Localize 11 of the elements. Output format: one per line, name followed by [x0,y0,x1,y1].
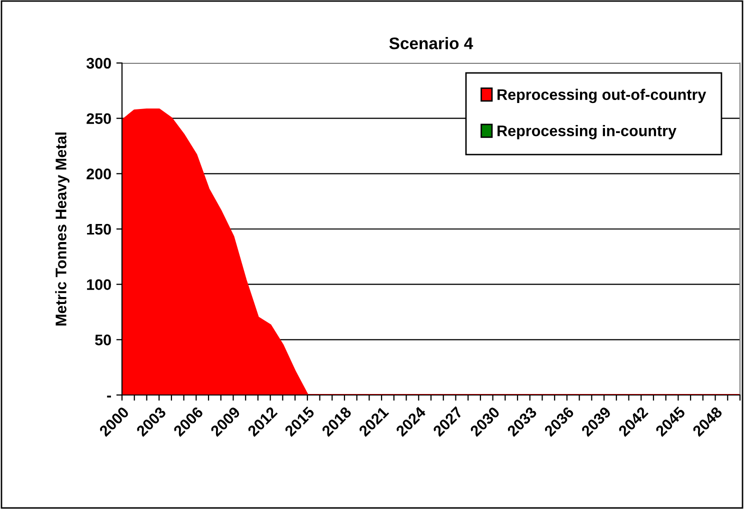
y-tick-label: 100 [87,279,111,290]
legend-label: Reprocessing out-of-country [498,88,706,104]
chart-title: Scenario 4 [389,37,474,50]
legend-label: Reprocessing in-country [498,125,676,140]
y-tick-label: 50 [95,334,111,346]
y-tick-label: 200 [86,168,111,180]
y-tick-label: 150 [87,224,111,235]
y-axis-title: Metric Tonnes Heavy Metal [55,132,70,326]
y-tick-label: 250 [86,113,111,124]
y-tick-label: - [107,396,111,398]
y-tick-label: 300 [86,58,111,69]
